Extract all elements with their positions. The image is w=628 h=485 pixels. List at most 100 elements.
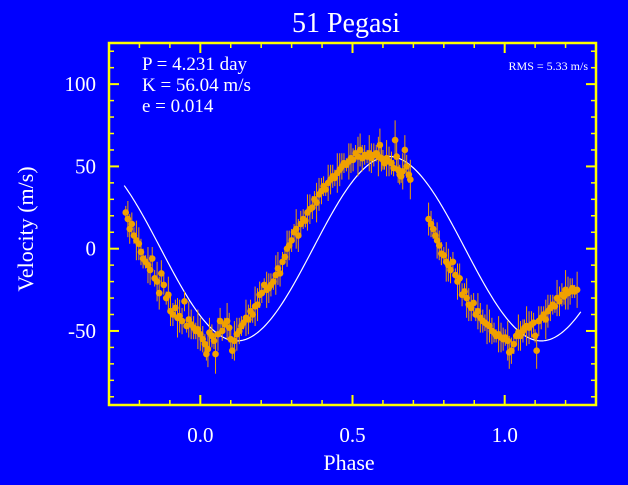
point-marker [194,326,202,333]
data-point [467,294,475,322]
data-point [128,212,136,236]
point-marker [160,281,168,289]
point-marker [399,168,407,175]
point-marker [218,327,226,335]
point-marker [155,289,163,297]
fit-curve-layer [123,155,582,342]
point-marker [474,307,482,315]
point-marker [128,220,136,228]
data-point [148,247,156,271]
point-marker [240,319,247,327]
point-marker [517,332,524,340]
y-tick-label: -50 [68,319,96,343]
data-point [530,312,537,333]
point-marker [201,340,209,348]
point-marker [391,136,399,144]
y-tick-label: 0 [86,237,97,261]
point-marker [231,337,238,345]
data-point [517,321,524,351]
x-tick-label: 0.0 [187,423,213,447]
data-point [197,317,204,351]
point-marker [440,251,448,259]
data-point [407,159,414,200]
data-point [533,332,540,369]
point-marker [533,347,540,355]
data-point [276,260,284,287]
point-marker [185,316,193,323]
point-marker [531,332,539,340]
point-marker [212,350,219,358]
point-marker [393,153,400,160]
point-marker [470,299,477,307]
point-marker [260,281,268,289]
point-marker [249,311,256,318]
point-marker [510,340,518,348]
data-points-layer [122,120,581,374]
data-point [285,230,293,261]
data-point [194,309,202,350]
point-marker [447,266,454,274]
point-marker [297,220,305,228]
point-marker [169,311,177,318]
point-marker [407,176,414,183]
point-marker [288,237,295,244]
y-tick-label: 100 [65,72,97,96]
data-point [181,291,188,312]
y-axis-label: Velocity (m/s) [13,166,38,291]
chart-title: 51 Pegasi [292,8,400,39]
point-marker [178,317,186,325]
data-point [573,271,581,308]
point-marker [376,141,384,149]
semi-amplitude-annotation: K = 56.04 m/s [142,75,251,96]
point-marker [210,337,218,345]
point-marker [258,289,266,297]
point-marker [425,215,432,223]
data-point [313,182,320,223]
point-marker [181,298,188,305]
point-marker [331,174,339,182]
point-marker [158,270,165,277]
rms-annotation: RMS = 5.33 m/s [509,59,589,73]
point-marker [285,242,293,249]
fit-curve [123,155,582,342]
data-point [456,263,463,294]
x-tick-label: 1.0 [492,423,518,447]
point-marker [270,278,277,285]
data-point [158,260,165,287]
point-marker [225,324,233,331]
point-marker [467,304,475,312]
plot-frame [107,41,598,407]
y-tick-label: 50 [75,154,96,178]
data-point [401,135,409,165]
data-point [178,307,186,335]
point-marker [279,258,286,266]
point-marker [148,255,156,262]
x-axis-label: Phase [323,450,374,475]
data-point [297,210,305,238]
data-point [249,306,256,323]
point-marker [130,232,138,239]
data-point [425,202,432,236]
eccentricity-annotation: e = 0.014 [142,96,214,117]
point-marker [204,345,212,353]
point-marker [504,337,512,345]
x-tick-label: 0.5 [339,423,365,447]
data-point [474,293,482,330]
axis-ticks-layer: 0.0 0.5 1.0 -50 0 50 100 [65,43,596,447]
data-point [160,275,168,295]
data-point [486,309,493,343]
data-point [185,301,193,338]
point-marker [322,186,330,193]
point-marker [295,232,302,239]
data-point [231,321,238,361]
point-marker [176,312,183,320]
data-point [399,153,407,190]
point-marker [573,286,581,294]
point-marker [556,298,563,305]
point-marker [401,146,409,154]
point-marker [456,275,463,282]
point-marker [486,322,493,330]
data-point [470,293,477,313]
data-point [556,286,563,317]
